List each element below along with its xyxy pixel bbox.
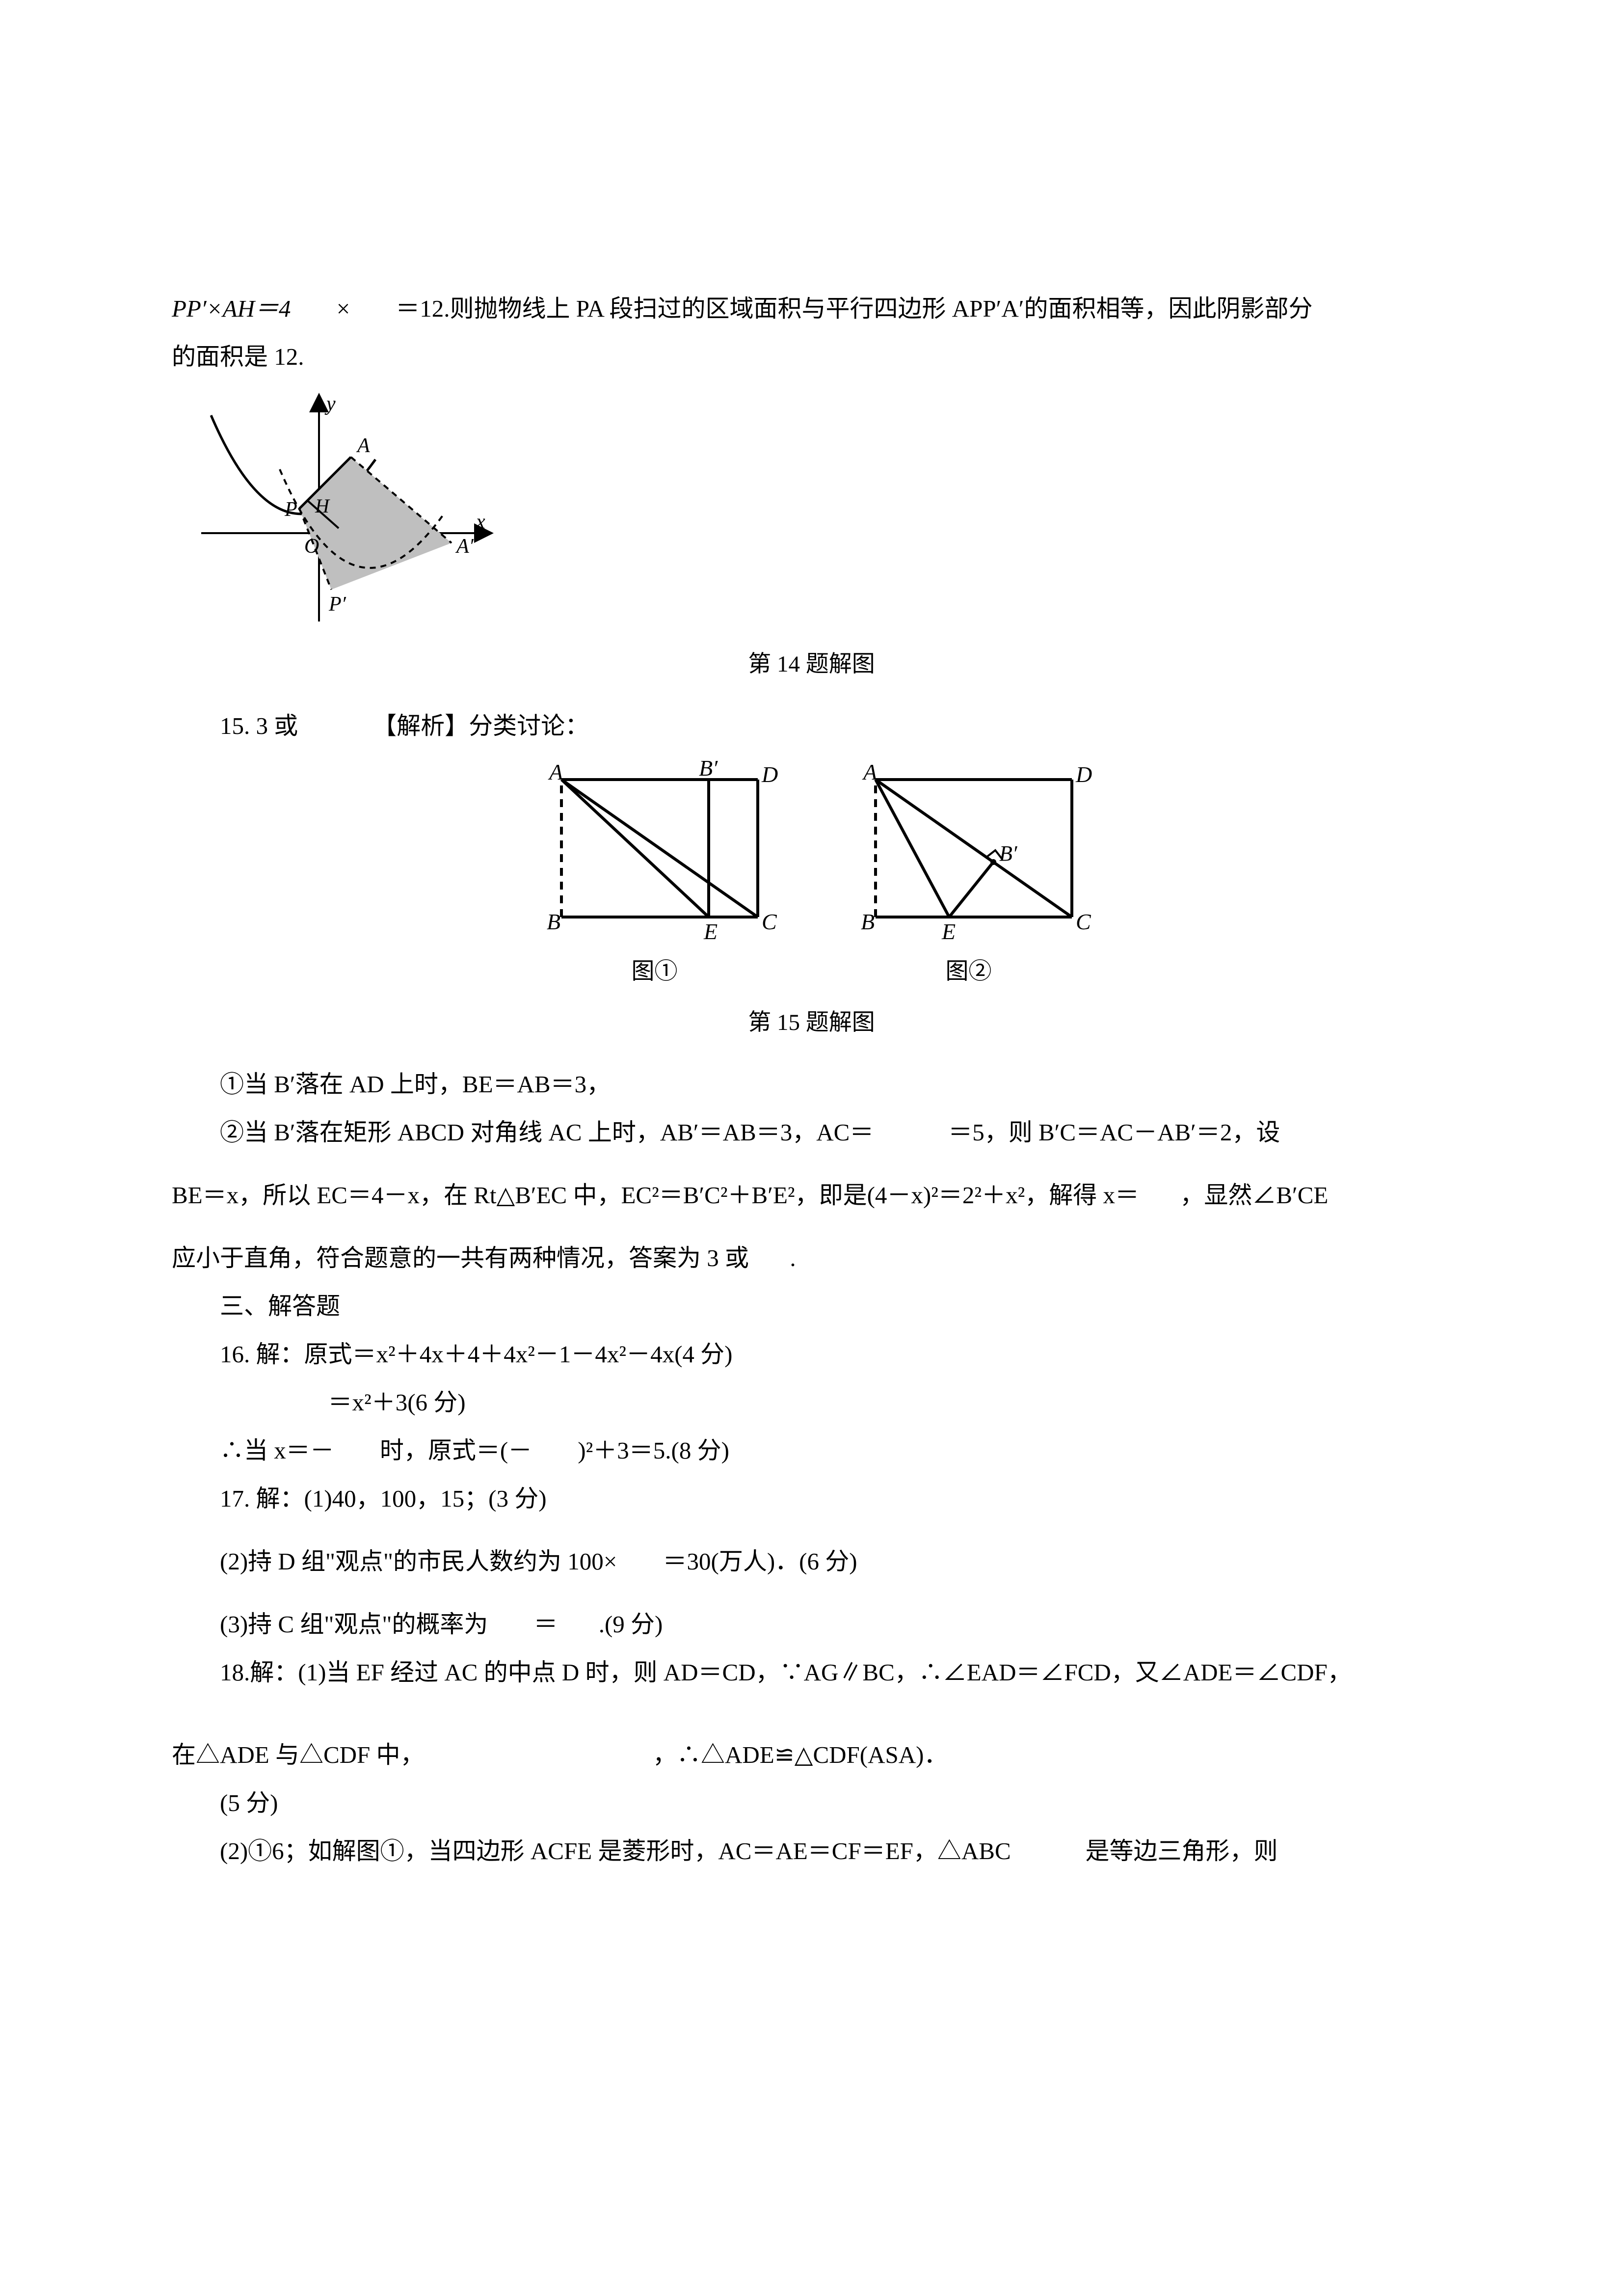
times-sign: × (337, 295, 350, 322)
q15-analysis-label: 【解析】分类讨论： (372, 712, 589, 739)
q16-l2: ＝x²＋3(6 分) (172, 1378, 1451, 1427)
q15-head-text: 15. 3 或 (220, 712, 298, 739)
svg-text:y: y (324, 393, 336, 415)
q15-long1-a: BE＝x，所以 EC＝4－x，在 Rt△B′EC 中，EC²＝B′C²＋B′E²… (172, 1182, 1139, 1209)
svg-text:C: C (1076, 909, 1091, 934)
q14-text-2: 的面积是 12. (172, 333, 1451, 381)
fig15-panel-2: A D B′ B E C 图② (841, 760, 1096, 995)
fig15-caption: 第 15 题解图 (172, 999, 1451, 1046)
svg-text:E: E (941, 919, 956, 944)
fig15-label-2: 图② (946, 948, 992, 995)
q17-l1: 17. 解：(1)40，100，15；(3 分) (172, 1475, 1451, 1523)
svg-text:P: P (284, 498, 297, 521)
q18-l4-a: (2)①6；如解图①，当四边形 ACFE 是菱形时，AC＝AE＝CF＝EF，△A… (220, 1837, 1011, 1864)
svg-text:D: D (1075, 762, 1092, 787)
q14-continuation: PP′×AH＝4 × ＝12.则抛物线上 PA 段扫过的区域面积与平行四边形 A… (172, 285, 1451, 333)
svg-text:A: A (548, 760, 563, 784)
q15-case2: ②当 B′落在矩形 ABCD 对角线 AC 上时，AB′＝AB＝3，AC＝ ＝5… (172, 1108, 1451, 1157)
expr-pp-ah: PP′×AH＝4 (172, 295, 291, 322)
q15-long2-b: . (790, 1244, 796, 1271)
q15-case2-a: ②当 B′落在矩形 ABCD 对角线 AC 上时，AB′＝AB＝3，AC＝ (220, 1119, 874, 1146)
fig15-label-1: 图① (632, 948, 678, 995)
q15-head: 15. 3 或 【解析】分类讨论： (172, 702, 1451, 750)
q15-long2: 应小于直角，符合题意的一共有两种情况，答案为 3 或 . (172, 1234, 1451, 1282)
svg-text:A: A (356, 434, 370, 457)
q17-l2: (2)持 D 组"观点"的市民人数约为 100× ＝30(万人)．(6 分) (172, 1538, 1451, 1586)
q18-l4-b: 是等边三角形，则 (1086, 1837, 1278, 1864)
q18-l2: 在△ADE 与△CDF 中， ，∴△ADE≌△CDF(ASA)． (172, 1731, 1451, 1779)
q17-l3-a: (3)持 C 组"观点"的概率为 (220, 1611, 488, 1638)
fig15-diagram-2: A D B′ B E C (841, 760, 1096, 946)
svg-text:H: H (315, 495, 330, 517)
q18-l2-b: ，∴△ADE≌△CDF(ASA)． (653, 1741, 948, 1768)
svg-text:C: C (762, 909, 777, 934)
q15-long2-a: 应小于直角，符合题意的一共有两种情况，答案为 3 或 (172, 1244, 749, 1271)
q18-l1: 18.解：(1)当 EF 经过 AC 的中点 D 时，则 AD＝CD，∵AG∥B… (172, 1648, 1451, 1697)
svg-text:A′: A′ (455, 535, 474, 558)
q16-l3-b: 时，原式＝(－ (380, 1437, 532, 1464)
section3-title: 三、解答题 (172, 1282, 1451, 1330)
fig15-panel-1: A B′ D B E C 图① (527, 760, 782, 995)
q16-l3: ∴当 x＝－ 时，原式＝(－ )²＋3＝5.(8 分) (172, 1427, 1451, 1475)
q17-l3-b: ＝ (533, 1611, 558, 1638)
q18-l3: (5 分) (172, 1779, 1451, 1827)
q17-l2-a: (2)持 D 组"观点"的市民人数约为 100× (220, 1548, 617, 1575)
q17-l3-c: .(9 分) (599, 1611, 663, 1638)
svg-text:O: O (304, 535, 319, 558)
svg-text:E: E (703, 919, 718, 944)
q15-case1: ①当 B′落在 AD 上时，BE＝AB＝3， (172, 1060, 1451, 1108)
svg-text:B: B (547, 909, 560, 934)
svg-text:B: B (861, 909, 875, 934)
q18-l4: (2)①6；如解图①，当四边形 ACFE 是菱形时，AC＝AE＝CF＝EF，△A… (172, 1827, 1451, 1875)
q16-l3-a: ∴当 x＝－ (220, 1437, 334, 1464)
q18-l2-a: 在△ADE 与△CDF 中， (172, 1741, 425, 1768)
q16-l1: 16. 解：原式＝x²＋4x＋4＋4x²－1－4x²－4x(4 分) (172, 1330, 1451, 1378)
q17-l2-b: ＝30(万人)．(6 分) (663, 1548, 857, 1575)
fig14-wrap: A A′ P H P′ O x y (172, 381, 1451, 636)
page-root: PP′×AH＝4 × ＝12.则抛物线上 PA 段扫过的区域面积与平行四边形 A… (0, 0, 1623, 2296)
svg-text:B′: B′ (699, 760, 718, 781)
fig15-diagram-1: A B′ D B E C (527, 760, 782, 946)
svg-text:A: A (862, 760, 878, 784)
fig14-caption: 第 14 题解图 (172, 641, 1451, 687)
q15-case2-b: ＝5，则 B′C＝AC－AB′＝2，设 (948, 1119, 1280, 1146)
svg-text:B′: B′ (999, 841, 1018, 865)
q15-long1: BE＝x，所以 EC＝4－x，在 Rt△B′EC 中，EC²＝B′C²＋B′E²… (172, 1171, 1451, 1219)
q15-long1-b: ，显然∠B′CE (1180, 1182, 1328, 1209)
q17-l3: (3)持 C 组"观点"的概率为 ＝ .(9 分) (172, 1600, 1451, 1648)
svg-text:D: D (761, 762, 778, 787)
svg-text:P′: P′ (328, 593, 346, 616)
svg-text:x: x (476, 511, 485, 533)
fig15-row: A B′ D B E C 图① (172, 760, 1451, 995)
q14-text-1: ＝12.则抛物线上 PA 段扫过的区域面积与平行四边形 APP′A′的面积相等，… (396, 295, 1312, 322)
fig14-diagram: A A′ P H P′ O x y (172, 381, 515, 636)
q16-l3-c: )²＋3＝5.(8 分) (578, 1437, 729, 1464)
